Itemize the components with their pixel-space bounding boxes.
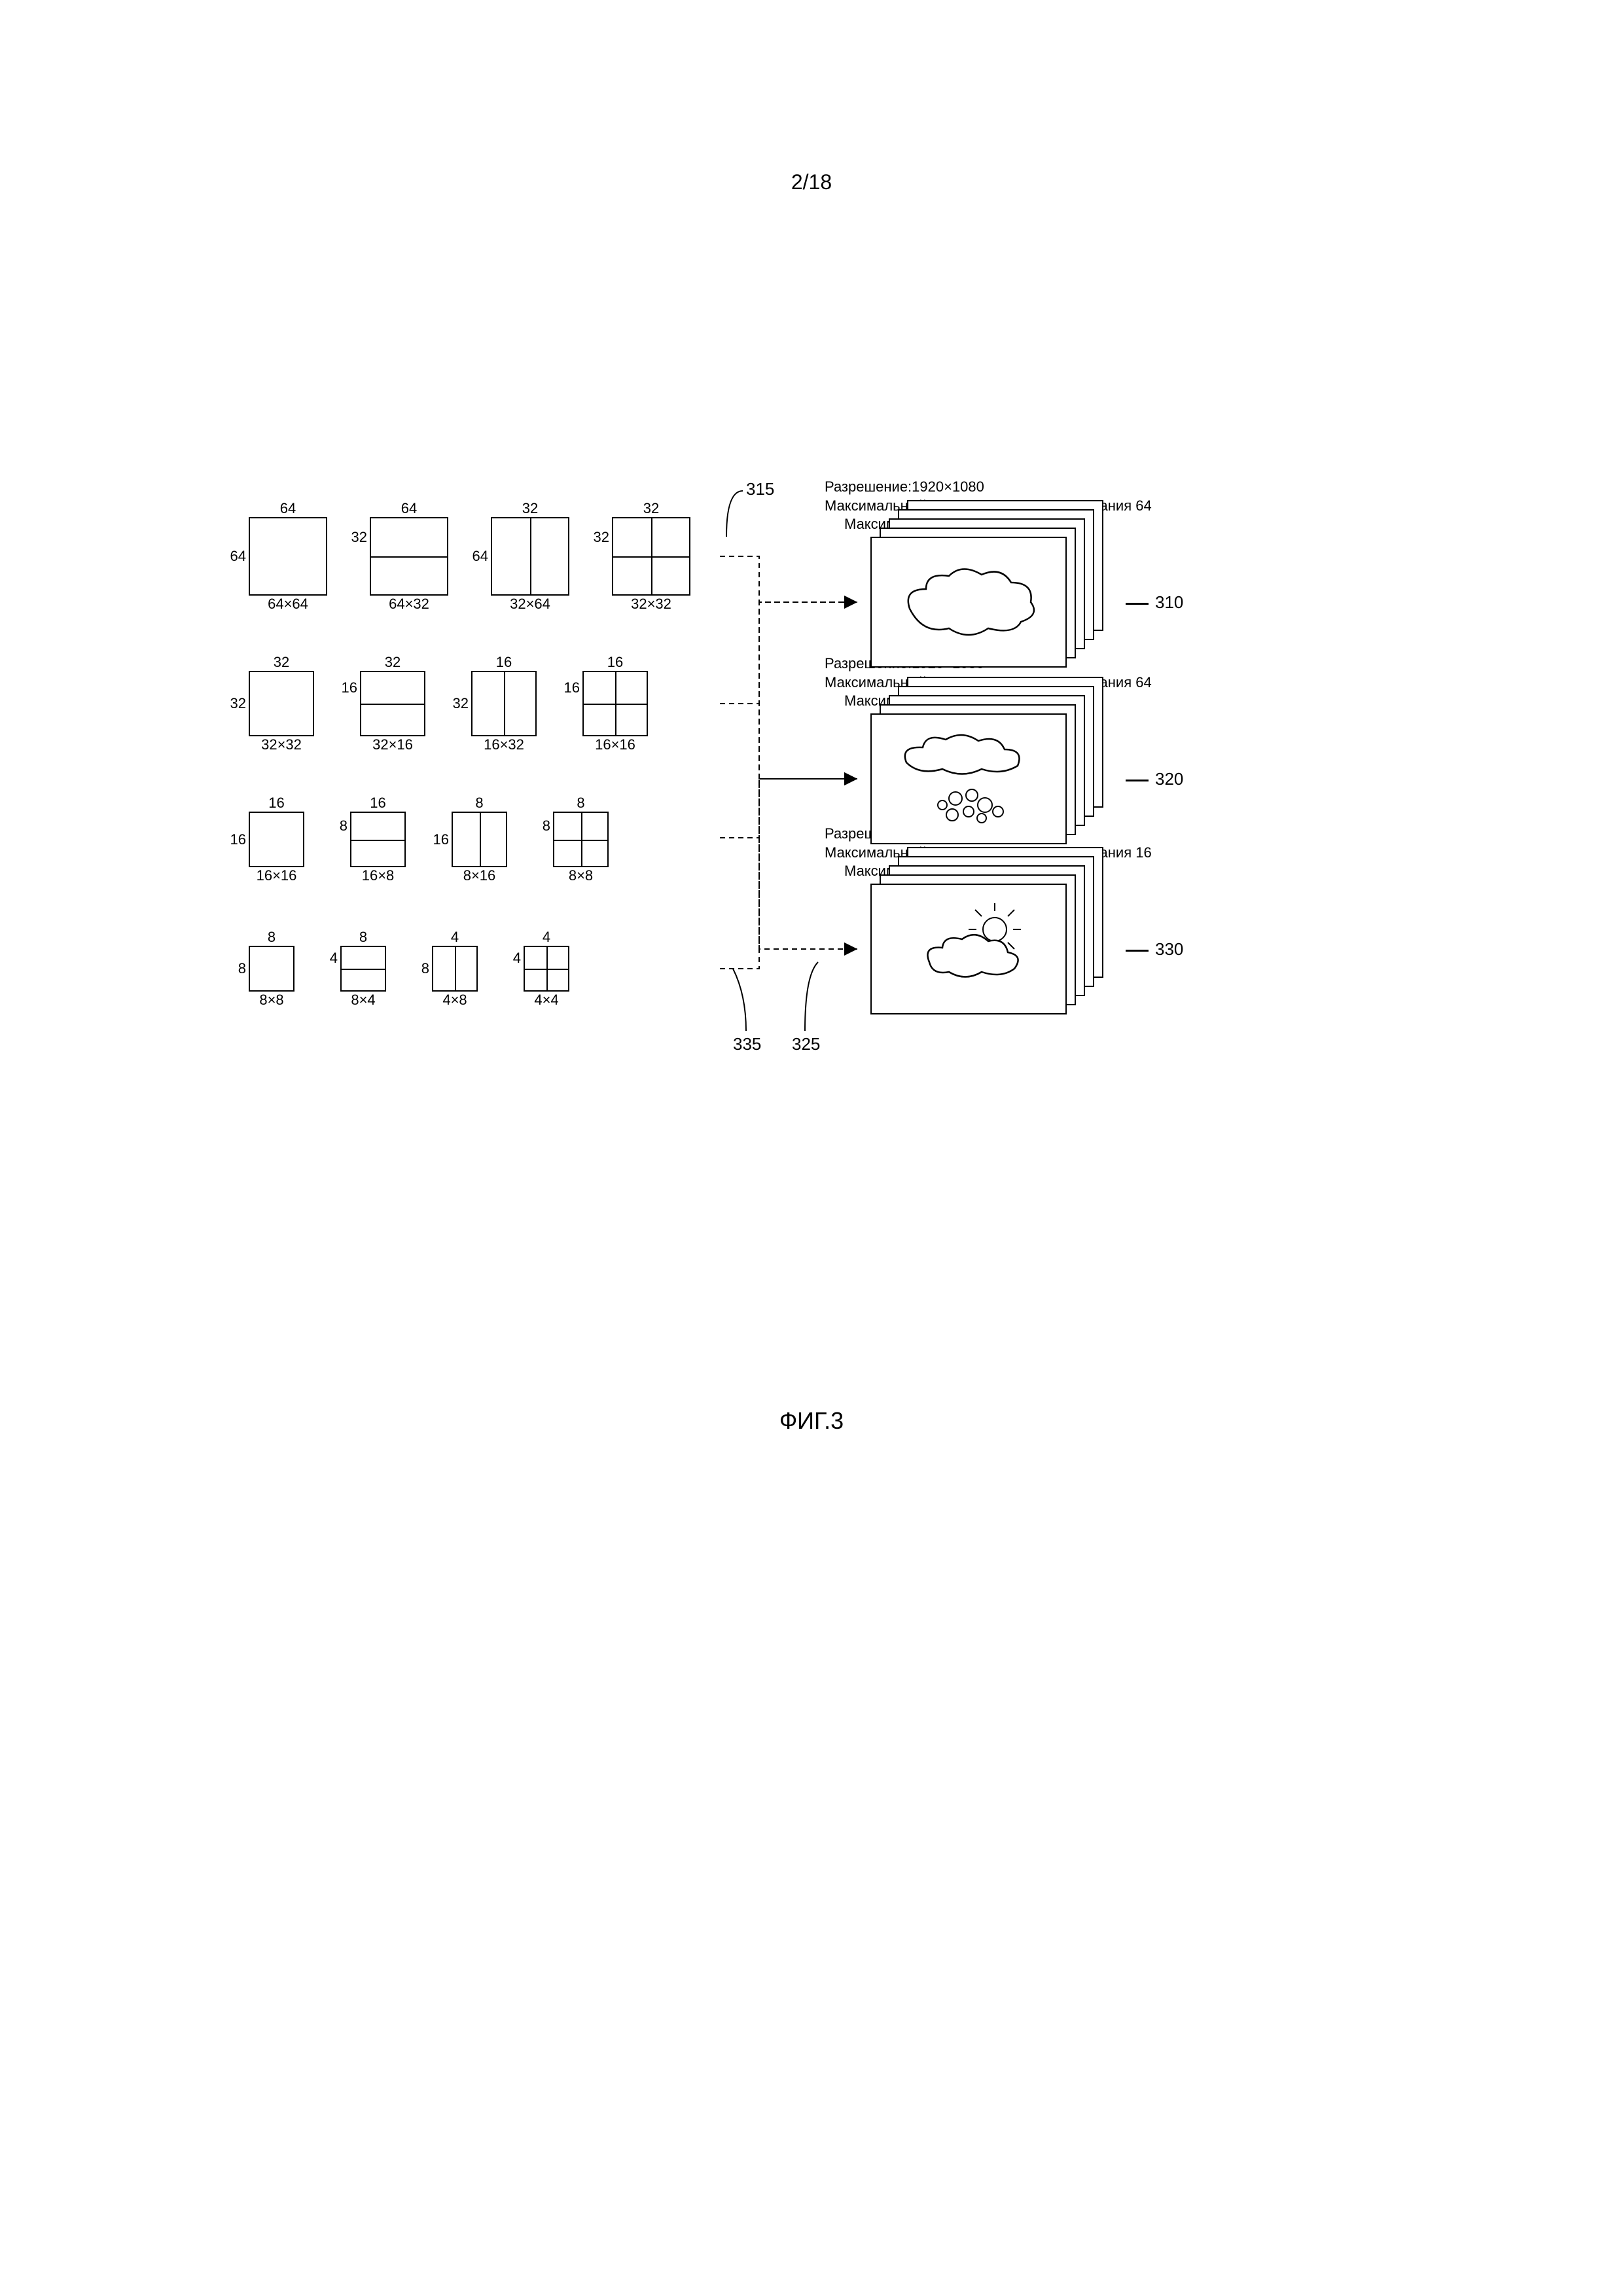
figure-label: ФИГ.3 [0,1407,1623,1435]
ref-325: 325 [792,1034,820,1054]
frame-illustration [870,713,1067,844]
ref-320: 320 [1126,769,1183,789]
partition-cell: 888×8 [553,812,609,867]
partition-cell: 163216×32 [471,671,537,736]
partition-cell: 326432×64 [491,517,569,596]
ref-335: 335 [733,1034,761,1054]
partition-cell: 643264×32 [370,517,448,596]
partition-cell: 444×4 [524,946,569,992]
frame-illustration [870,884,1067,1014]
partition-cell: 16816×8 [350,812,406,867]
partition-cell: 161616×16 [249,812,304,867]
ref-310: 310 [1126,592,1183,613]
partition-cell: 161616×16 [582,671,648,736]
partition-cell: 321632×16 [360,671,425,736]
partition-cell: 323232×32 [249,671,314,736]
partition-cell: 8168×16 [452,812,507,867]
page-number: 2/18 [0,170,1623,194]
partition-cell: 323232×32 [612,517,690,596]
partition-cell: 848×4 [340,946,386,992]
partition-cell: 888×8 [249,946,294,992]
partition-cell: 484×8 [432,946,478,992]
partition-cell: 646464×64 [249,517,327,596]
frame-illustration [870,537,1067,668]
ref-330: 330 [1126,939,1183,960]
ref-315: 315 [746,479,774,499]
